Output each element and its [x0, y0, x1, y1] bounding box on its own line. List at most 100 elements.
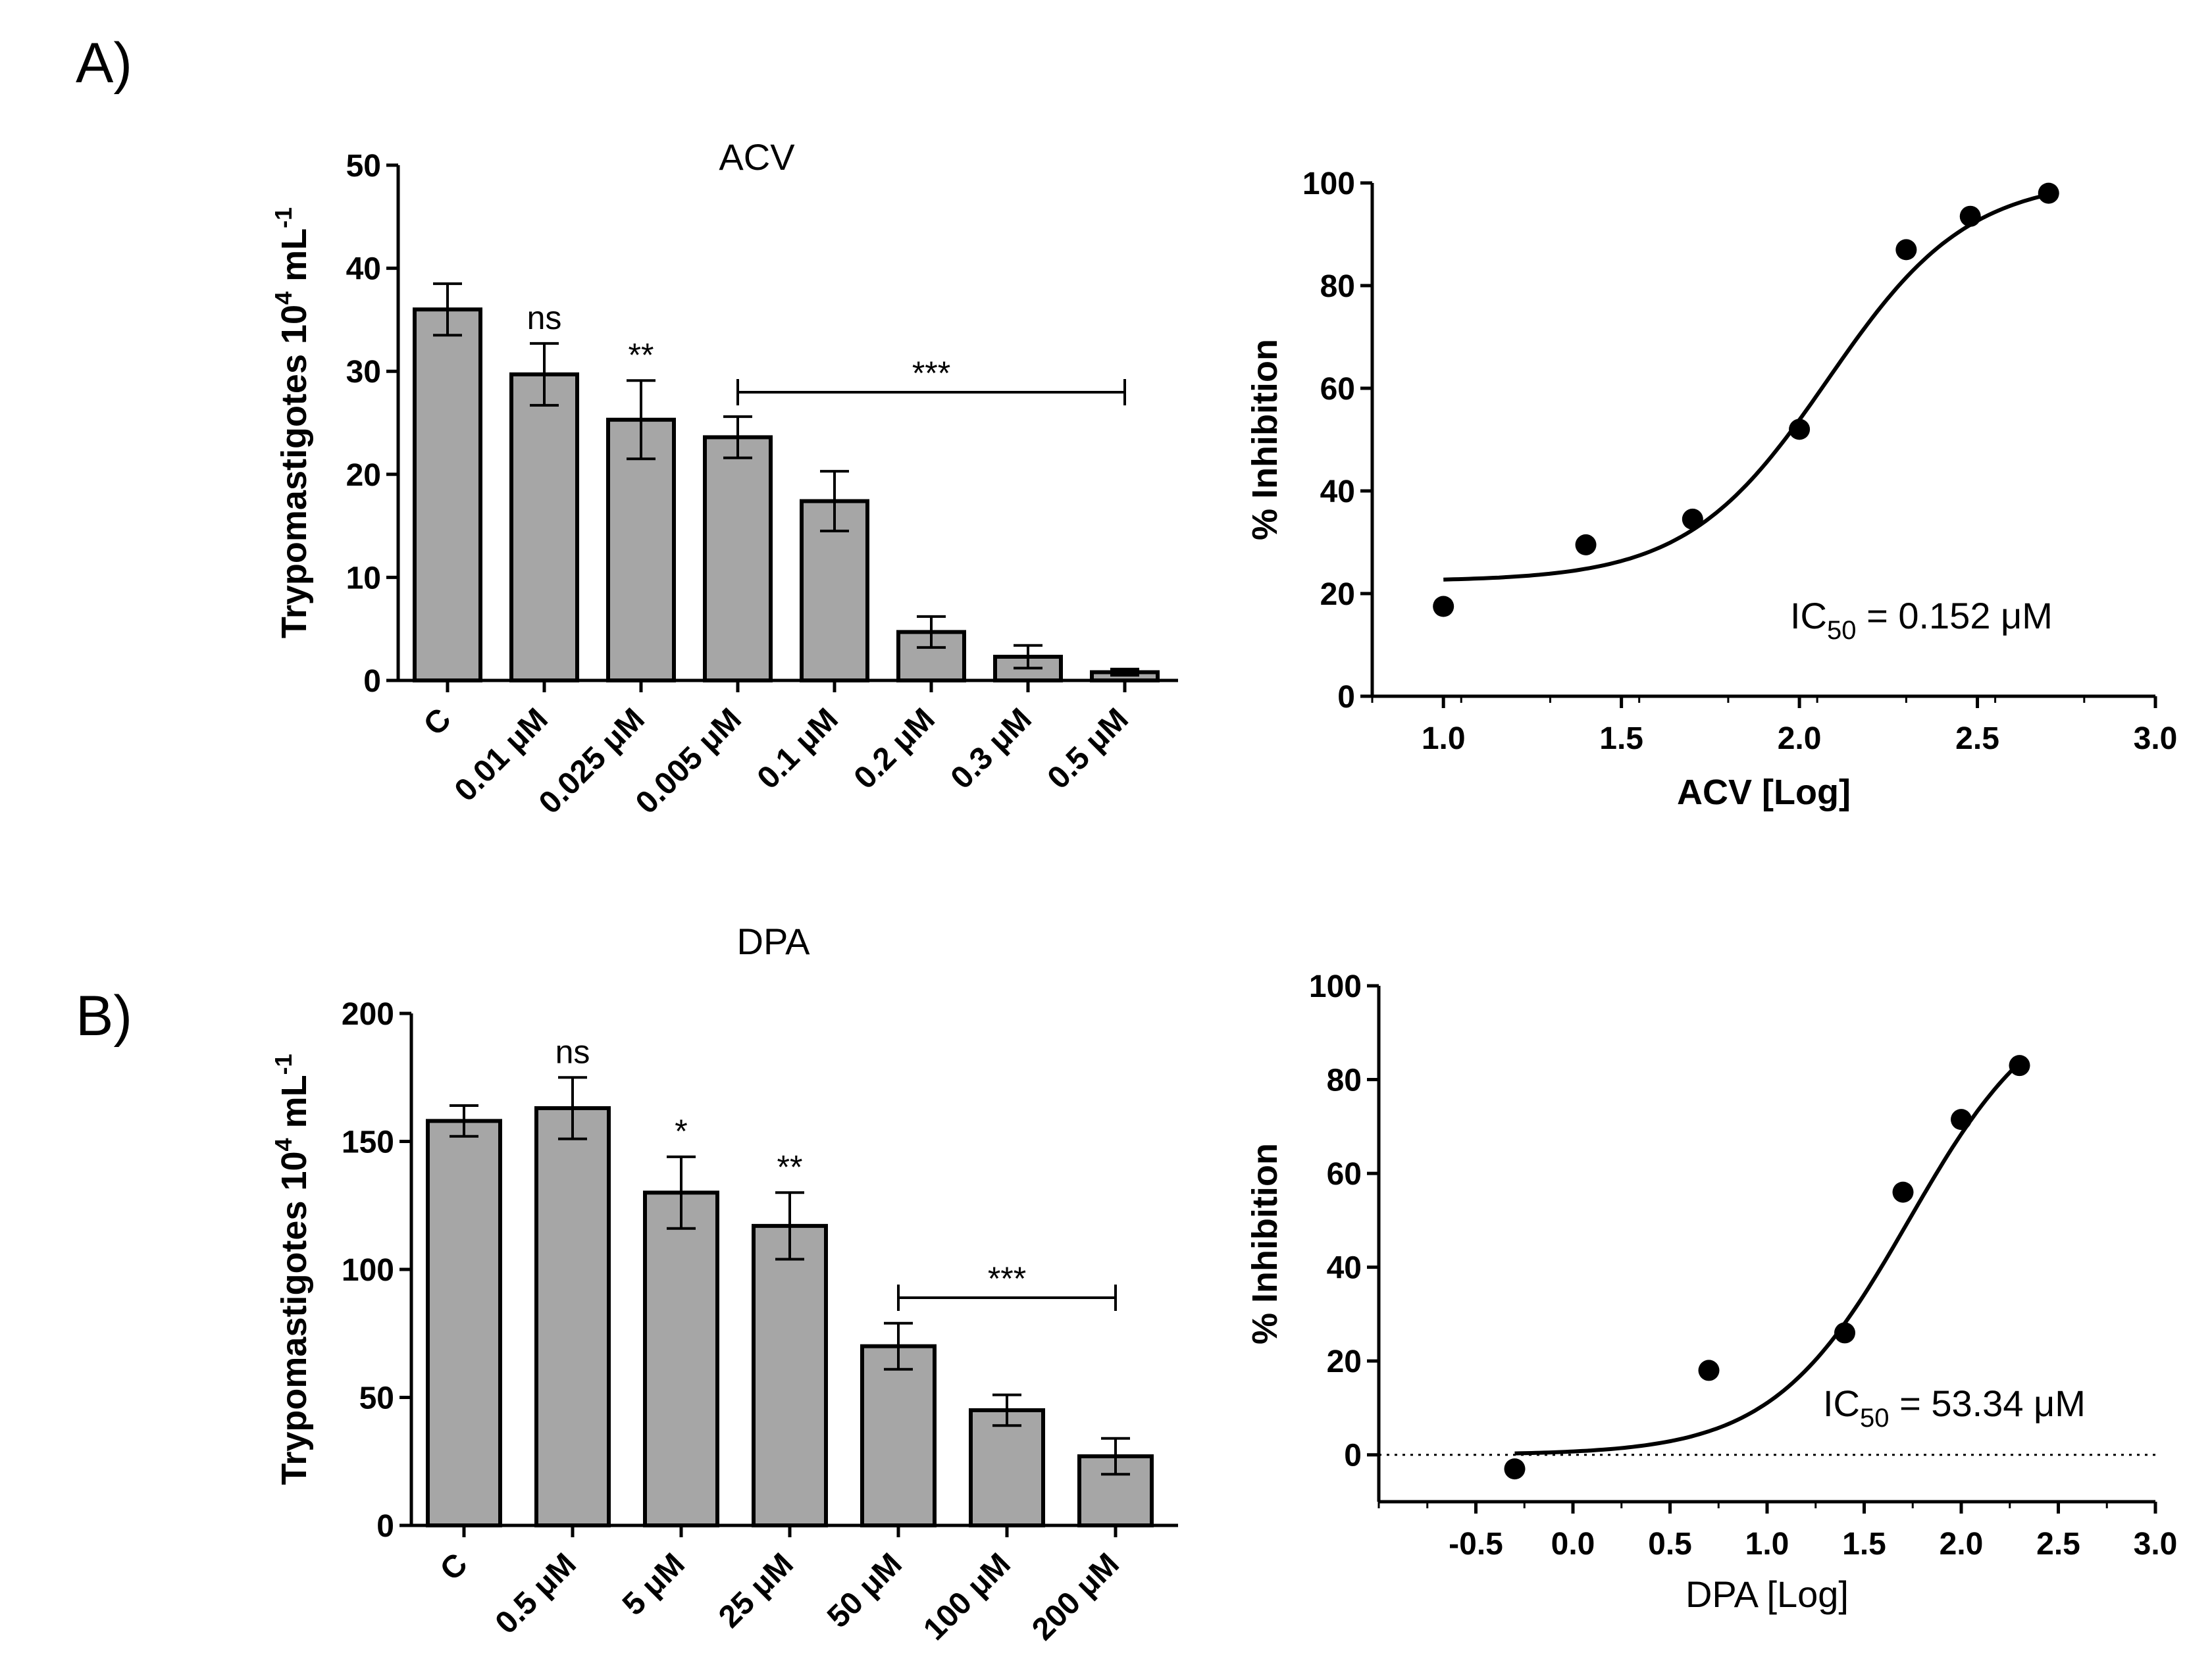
x-tick-label: 50 μM [821, 1546, 909, 1635]
x-tick-label: 2.5 [1955, 721, 1999, 756]
y-tick-label: 60 [1320, 372, 1355, 407]
data-point [2038, 182, 2059, 204]
x-tick-label: 3.0 [2134, 721, 2178, 756]
bar [413, 307, 482, 682]
y-tick-label: 30 [346, 355, 381, 390]
bar [426, 1119, 502, 1527]
y-axis-label-text: Trypomastigotes 10 [274, 1151, 314, 1485]
x-tick-label: 25 μM [712, 1546, 800, 1635]
fitted-curve [1514, 1061, 2021, 1456]
x-tick-label: 0.5 μM [1041, 702, 1135, 796]
data-point [2009, 1055, 2030, 1077]
x-tick-label: 0.0 [1551, 1527, 1595, 1562]
x-tick-label: 1.5 [1599, 721, 1643, 756]
y-tick-label: 0 [376, 1509, 394, 1544]
significance-label: ** [777, 1148, 803, 1185]
ic50-space [1890, 1383, 1900, 1424]
data-point [1433, 596, 1454, 617]
y-axis-label: Trypomastigotes 104 mL-1 [270, 207, 314, 638]
ic50-value: = 0.152 μM [1866, 595, 2053, 636]
x-tick-label: 1.5 [1842, 1527, 1886, 1562]
x-tick-label: -0.5 [1449, 1527, 1503, 1562]
x-tick-label: 100 μM [917, 1546, 1017, 1647]
data-point [1951, 1109, 1972, 1131]
y-tick-label: 150 [342, 1125, 394, 1160]
data-point [1682, 508, 1703, 530]
x-tick-label: C [417, 702, 458, 742]
x-axis-label: ACV [Log] [1677, 773, 1851, 812]
x-tick-label: 0.2 μM [848, 702, 942, 796]
bar [643, 1190, 719, 1528]
data-point [1959, 205, 1981, 227]
significance-label: ** [629, 336, 654, 373]
y-axis-label: Trypomastigotes 104 mL-1 [270, 1054, 314, 1485]
ic50-space [1857, 595, 1867, 636]
ic50-prefix: IC [1823, 1383, 1860, 1424]
x-tick-label: 0.005 μM [629, 702, 748, 821]
data-point [1575, 534, 1597, 555]
bar [703, 435, 773, 682]
y-tick-label: 80 [1327, 1063, 1362, 1098]
panel-label-b: B) [76, 984, 132, 1048]
y-tick-label: 50 [346, 149, 381, 184]
y-tick-label: 20 [346, 458, 381, 493]
x-tick-label: 2.0 [1940, 1527, 1984, 1562]
ic50-value: = 53.34 μM [1899, 1383, 2086, 1424]
y-tick-label: 10 [346, 561, 381, 596]
panel-label-a: A) [76, 32, 132, 95]
bracket-label: *** [912, 355, 950, 392]
significance-label: ns [555, 1033, 590, 1070]
y-axis-label-superscript: 4 [270, 1138, 297, 1151]
x-tick-label: 1.0 [1745, 1527, 1789, 1562]
y-tick-label: 20 [1327, 1344, 1362, 1379]
ic50-subscript: 50 [1860, 1404, 1890, 1433]
x-tick-label: 0.025 μM [532, 702, 652, 821]
significance-label: * [675, 1113, 687, 1150]
chart-title: DPA [737, 921, 811, 962]
bracket-label: *** [988, 1260, 1026, 1297]
x-tick-label: 0.1 μM [751, 702, 845, 796]
ic50-annotation: IC50 = 53.34 μM [1823, 1383, 2086, 1433]
y-axis-label-unit-superscript: -1 [270, 207, 297, 228]
y-axis-label-unit: mL [274, 1075, 314, 1128]
x-tick-label: 200 μM [1025, 1546, 1126, 1647]
y-tick-label: 0 [1337, 680, 1355, 715]
ic50-annotation: IC50 = 0.152 μM [1790, 595, 2053, 645]
data-point [1895, 239, 1917, 261]
y-tick-label: 0 [1344, 1439, 1362, 1473]
y-axis-label-space [274, 282, 314, 292]
y-tick-label: 20 [1320, 577, 1355, 612]
bar [752, 1223, 828, 1527]
y-axis-label-superscript: 4 [270, 292, 297, 305]
x-axis-label: DPA [Log] [1685, 1573, 1849, 1615]
y-tick-label: 200 [342, 997, 394, 1032]
x-tick-label: 0.5 [1648, 1527, 1692, 1562]
y-tick-label: 40 [346, 252, 381, 287]
y-tick-label: 100 [1302, 166, 1355, 201]
dpa-bar-chart: 0 50 100 150 200 C 0.5 μM 5 μM 25 μM 50 μM 100 μM 2… [270, 921, 1178, 1647]
y-tick-label: 80 [1320, 269, 1355, 304]
data-point [1698, 1360, 1720, 1381]
data-point [1834, 1322, 1855, 1344]
bar [860, 1344, 937, 1527]
ic50-subscript: 50 [1827, 616, 1857, 645]
y-tick-label: 0 [363, 664, 381, 699]
bar [509, 372, 579, 682]
ic50-prefix: IC [1790, 595, 1827, 636]
dpa-dose-response-chart: 0 20 40 60 80 100 -0.5 0.0 0.5 1.0 1.5 2.0 2.5 3.0 IC5… [1245, 969, 2177, 1615]
y-tick-label: 50 [359, 1381, 394, 1416]
data-point [1789, 419, 1811, 440]
fitted-curve [1443, 192, 2049, 582]
data-point [1504, 1458, 1526, 1480]
x-tick-label: 1.0 [1422, 721, 1466, 756]
x-tick-label: 5 μM [616, 1546, 692, 1622]
x-tick-label: 0.5 μM [489, 1546, 583, 1641]
chart-title: ACV [719, 136, 795, 178]
x-tick-label: 2.5 [2036, 1527, 2080, 1562]
x-tick-label: 0.3 μM [944, 702, 1039, 796]
y-axis-label-text: Trypomastigotes 10 [274, 305, 314, 638]
y-axis-label: % Inhibition [1245, 339, 1285, 540]
x-tick-label: C [434, 1546, 475, 1587]
